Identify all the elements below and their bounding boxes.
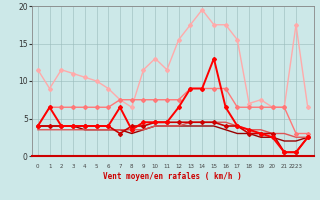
X-axis label: Vent moyen/en rafales ( km/h ): Vent moyen/en rafales ( km/h ) [103,172,242,181]
